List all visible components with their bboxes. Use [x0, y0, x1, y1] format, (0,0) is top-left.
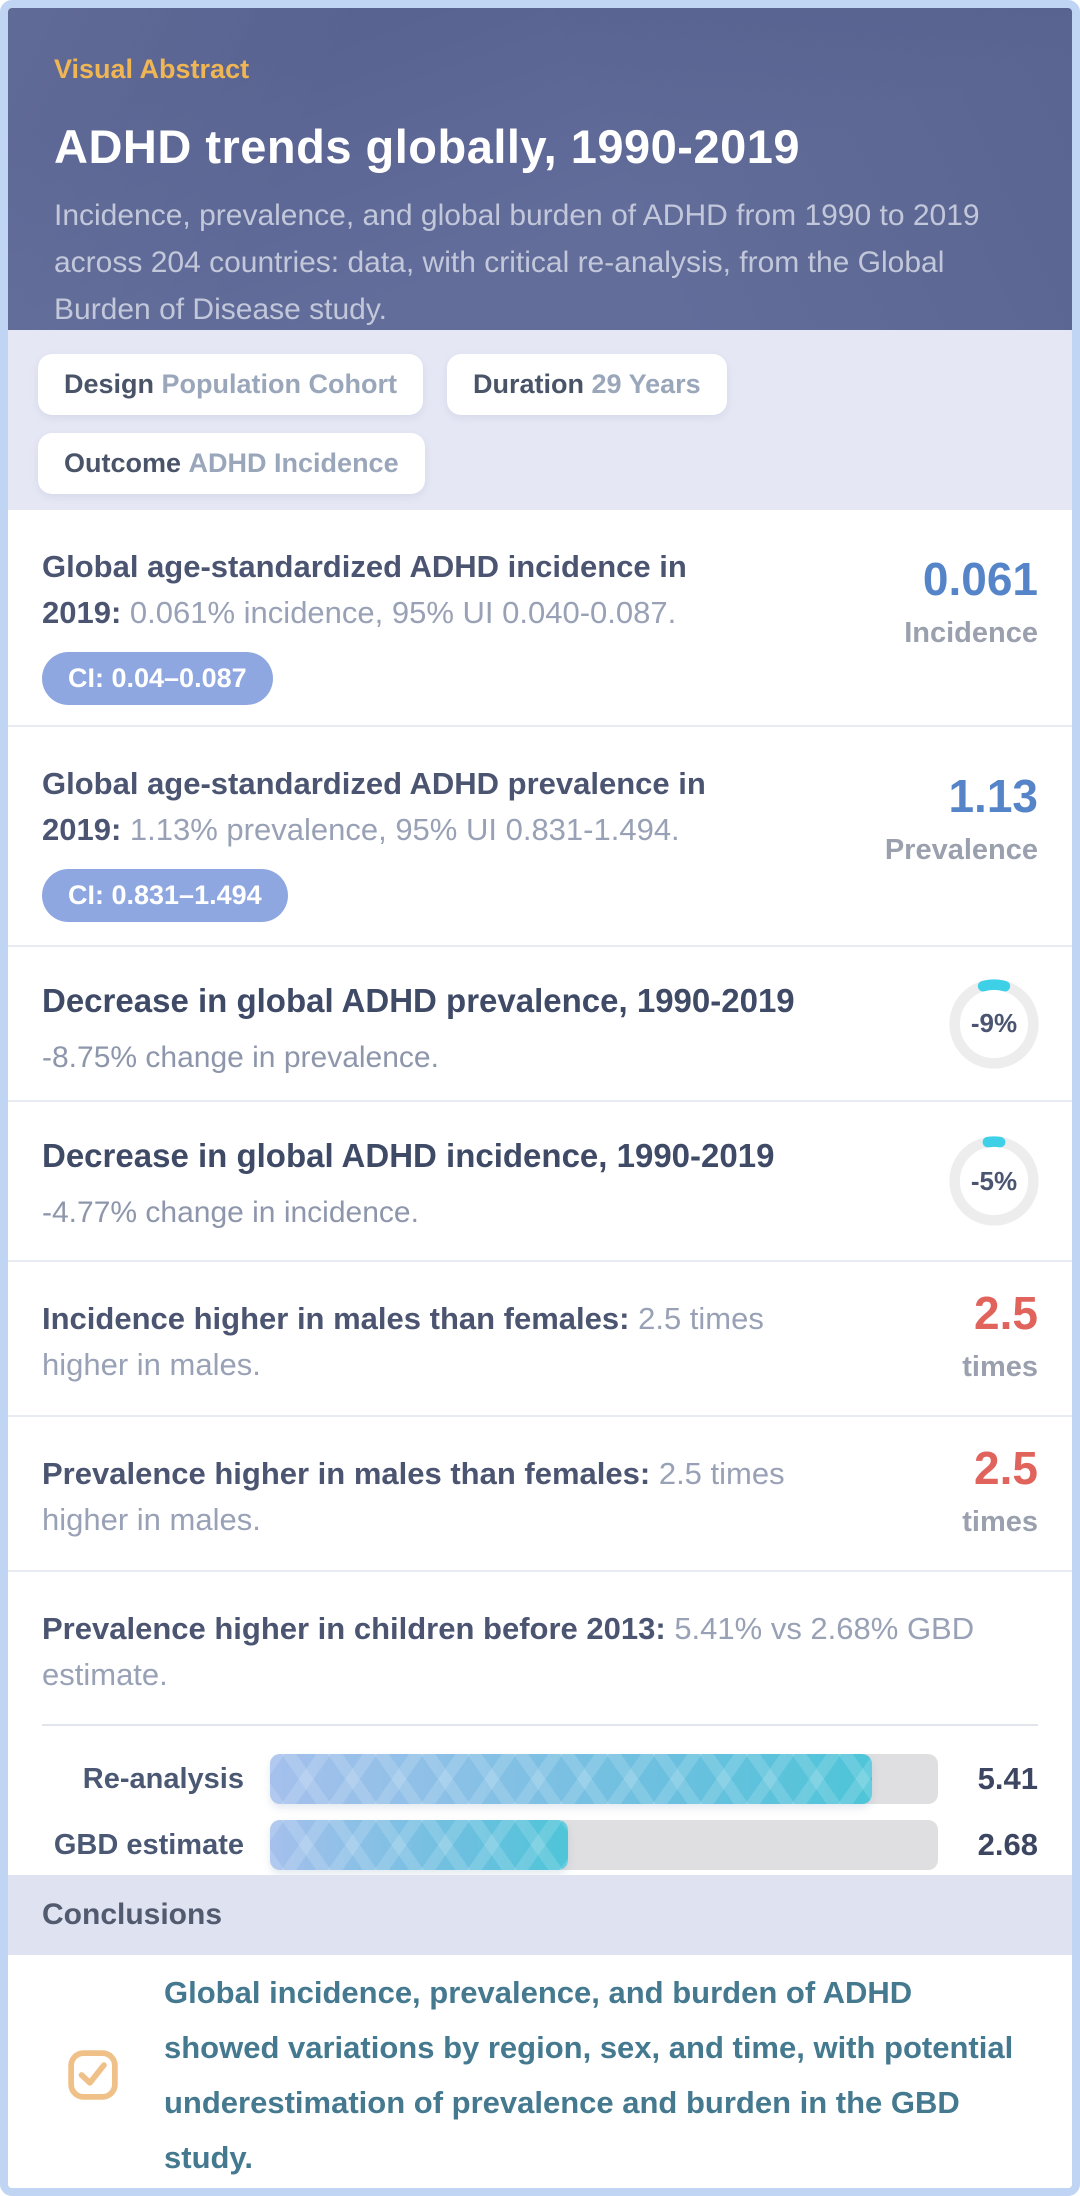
- finding-card-incidence-change: Decrease in global ADHD incidence, 1990-…: [8, 1100, 1072, 1260]
- finding-title: Incidence higher in males than females:: [42, 1301, 630, 1336]
- stat-label: Incidence: [904, 616, 1038, 649]
- stat-value: 0.061: [922, 553, 1038, 605]
- duration-badge: Duration 29 Years: [447, 354, 727, 415]
- ci-badge: CI: 0.04–0.087: [42, 652, 273, 705]
- bar-fill: [270, 1820, 569, 1870]
- badge-row-1: Design Population Cohort Duration 29 Yea…: [38, 354, 1042, 415]
- donut-svg: [949, 978, 1039, 1069]
- finding-card-prevalence-change: Decrease in global ADHD prevalence, 1990…: [8, 945, 1072, 1100]
- stat-value: 1.13: [948, 770, 1038, 822]
- donut-chart: -5%: [946, 1133, 1042, 1229]
- findings-list: Global age-standardized ADHD incidence i…: [8, 510, 1072, 1875]
- donut-chart: -9%: [946, 976, 1042, 1072]
- finding-description: -4.77% change in incidence.: [42, 1195, 419, 1229]
- bar-value: 2.68: [977, 1827, 1038, 1862]
- design-badge-value: Population Cohort: [161, 369, 398, 399]
- finding-title: Decrease in global ADHD incidence, 1990-…: [42, 1137, 775, 1174]
- finding-card-incidence: Global age-standardized ADHD incidence i…: [8, 510, 1072, 725]
- finding-title: Prevalence higher in children before 201…: [42, 1611, 666, 1646]
- finding-card-incidence-sex: Incidence higher in males than females: …: [8, 1260, 1072, 1415]
- finding-text: Incidence higher in males than females: …: [42, 1296, 842, 1388]
- bar-fill: [270, 1754, 873, 1804]
- finding-description: 1.13% prevalence, 95% UI 0.831-1.494.: [129, 812, 680, 847]
- stat-value: 2.5: [974, 1287, 1038, 1339]
- ci-badge: CI: 0.831–1.494: [42, 869, 288, 922]
- header: Visual Abstract ADHD trends globally, 19…: [8, 8, 1072, 330]
- page-title: ADHD trends globally, 1990-2019: [54, 120, 800, 173]
- donut-percent-label: -9%: [970, 1008, 1018, 1038]
- bar-row: Re-analysis 5.41: [42, 1754, 1038, 1804]
- finding-description: 0.061% incidence, 95% UI 0.040-0.087.: [129, 595, 677, 630]
- finding-text: Prevalence higher in children before 201…: [42, 1606, 1038, 1698]
- outcome-badge-value: ADHD Incidence: [188, 448, 399, 478]
- checkbox-check-icon: [68, 2050, 118, 2100]
- outcome-badge: Outcome ADHD Incidence: [38, 433, 425, 494]
- meta-badges-section: Design Population Cohort Duration 29 Yea…: [8, 330, 1072, 510]
- finding-description: 5.41% vs 2.68% GBD estimate.: [42, 1611, 975, 1692]
- finding-text: Prevalence higher in males than females:…: [42, 1451, 842, 1543]
- visual-abstract-label: Visual Abstract: [54, 54, 250, 84]
- finding-title: Global age-standardized ADHD prevalence …: [42, 766, 706, 847]
- stat-value: 2.5: [974, 1442, 1038, 1494]
- finding-description: 2.5 times higher in males.: [42, 1301, 764, 1382]
- stat-label: times: [962, 1505, 1038, 1538]
- conclusion-text: Global incidence, prevalence, and burden…: [164, 1975, 1014, 2175]
- stat-block: 2.5 times: [962, 1288, 1038, 1384]
- bar-row: GBD estimate 2.68: [42, 1820, 1038, 1870]
- duration-badge-label: Duration: [473, 369, 585, 399]
- finding-card-children-prevalence: Prevalence higher in children before 201…: [8, 1570, 1072, 1875]
- bar-track: [270, 1820, 938, 1870]
- bar-category-label: GBD estimate: [53, 1828, 244, 1861]
- conclusions-body: Global incidence, prevalence, and burden…: [8, 1955, 1072, 2188]
- stat-label: Prevalence: [884, 833, 1038, 866]
- badge-row-2: Outcome ADHD Incidence: [38, 433, 1042, 494]
- design-badge: Design Population Cohort: [38, 354, 424, 415]
- design-badge-label: Design: [64, 369, 155, 399]
- donut-svg: [949, 1136, 1039, 1226]
- stat-block: 0.061 Incidence: [904, 554, 1038, 650]
- duration-badge-value: 29 Years: [591, 369, 701, 399]
- page-subtitle: Incidence, prevalence, and global burden…: [54, 199, 980, 326]
- bar-track: [270, 1754, 938, 1804]
- chart-divider: [42, 1724, 1038, 1726]
- finding-title: Decrease in global ADHD prevalence, 1990…: [42, 982, 795, 1019]
- finding-description: -8.75% change in prevalence.: [42, 1040, 439, 1074]
- stat-label: times: [962, 1350, 1038, 1383]
- stat-block: 2.5 times: [962, 1443, 1038, 1539]
- finding-text: Global age-standardized ADHD incidence i…: [42, 544, 742, 636]
- finding-text: Global age-standardized ADHD prevalence …: [42, 761, 742, 853]
- finding-card-prevalence-sex: Prevalence higher in males than females:…: [8, 1415, 1072, 1570]
- finding-card-prevalence: Global age-standardized ADHD prevalence …: [8, 725, 1072, 945]
- outcome-badge-label: Outcome: [64, 448, 182, 478]
- finding-title: Prevalence higher in males than females:: [42, 1456, 651, 1491]
- conclusions-header: Conclusions: [8, 1875, 1072, 1955]
- finding-description: 2.5 times higher in males.: [42, 1456, 785, 1537]
- bar-chart: Re-analysis 5.41 GBD estimate 2.68: [42, 1754, 1038, 1870]
- bar-category-label: Re-analysis: [82, 1762, 244, 1795]
- donut-percent-label: -5%: [970, 1165, 1018, 1196]
- bar-value: 5.41: [977, 1761, 1038, 1796]
- stat-block: 1.13 Prevalence: [885, 771, 1038, 867]
- finding-title: Global age-standardized ADHD incidence i…: [42, 549, 687, 630]
